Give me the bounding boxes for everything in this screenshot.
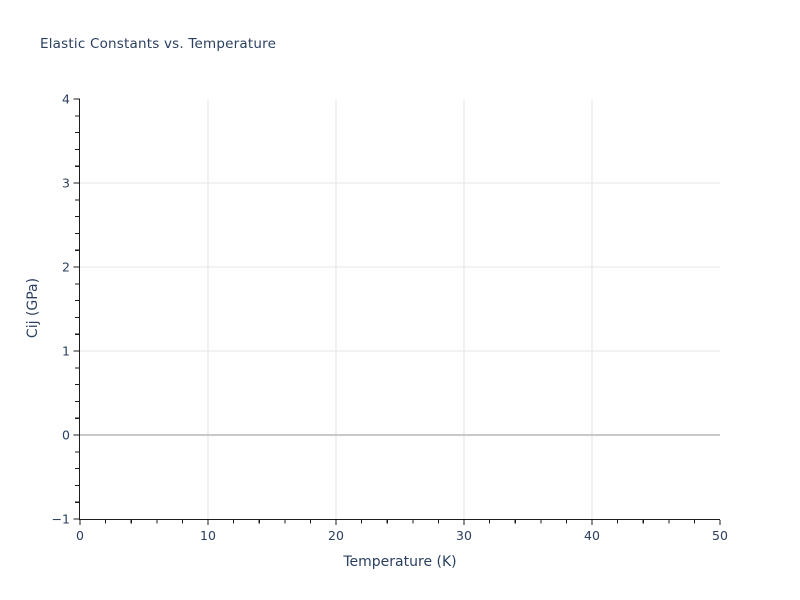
x-tick-label: 10: [200, 528, 216, 543]
y-tick-label: 3: [62, 176, 70, 191]
y-axis-title: Cij (GPa): [25, 277, 41, 339]
y-tick-label: 1: [62, 344, 70, 359]
y-tick-label: 2: [62, 260, 70, 275]
chart-title: Elastic Constants vs. Temperature: [40, 36, 277, 52]
x-axis-title: Temperature (K): [343, 554, 457, 570]
x-tick-label: 40: [584, 528, 600, 543]
x-tick-label: 30: [456, 528, 472, 543]
y-tick-label: 0: [62, 428, 70, 443]
y-tick-label: −1: [52, 512, 70, 527]
x-tick-label: 0: [76, 528, 84, 543]
y-tick-label: 4: [62, 92, 70, 107]
x-tick-label: 50: [712, 528, 728, 543]
x-tick-label: 20: [328, 528, 344, 543]
plot-background: [80, 99, 720, 519]
